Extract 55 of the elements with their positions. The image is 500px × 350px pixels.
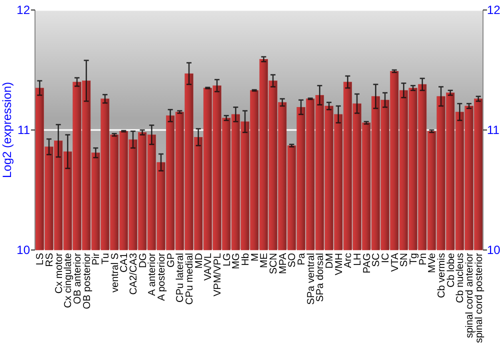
- y2-tick-label: 10: [487, 243, 500, 258]
- x-tick-label: CPu medial: [184, 253, 196, 305]
- x-tick-label: Cx cingulate: [63, 252, 74, 308]
- x-tick-label: LH: [352, 253, 364, 266]
- x-tick-label: ME: [259, 252, 270, 268]
- x-tick-label: OB posterior: [82, 252, 93, 310]
- x-tick-label: DG: [138, 252, 149, 268]
- x-tick-label: Cb vermis: [436, 253, 448, 298]
- x-tick-label: Tu: [100, 253, 112, 264]
- x-tick-label: SPa dorsal: [315, 253, 326, 302]
- x-tick-label: Tg: [408, 253, 420, 265]
- x-tick-label: LS: [35, 252, 46, 266]
- x-tick-label: MVe: [427, 252, 438, 274]
- x-tick-label: Cx motor: [54, 252, 65, 294]
- x-tick-label: GP: [166, 252, 177, 268]
- x-tick-label: ventral S: [110, 252, 121, 292]
- x-tick-label: VPM/VPL: [212, 252, 224, 296]
- x-tick-label: SCN: [268, 253, 280, 274]
- y2-tick-label: 12: [487, 3, 500, 18]
- x-tick-label: Cb lobe: [446, 252, 457, 288]
- x-tick-label: MD: [194, 253, 205, 269]
- x-tick-label: spinal cord posterior: [474, 252, 485, 344]
- x-tick-label: VA/VL: [203, 252, 214, 281]
- x-tick-label: Arc: [343, 253, 354, 268]
- y-tick-label: 11: [18, 123, 30, 138]
- x-tick-label: VMH: [334, 253, 345, 276]
- x-tick-label: SC: [371, 253, 382, 267]
- x-tick-label: IC: [380, 253, 392, 263]
- x-tick-label: Pir: [91, 252, 102, 266]
- x-tick-label: OB anterior: [72, 252, 84, 304]
- y-axis-title: Log2 (expression): [0, 82, 14, 178]
- x-tick-label: Pn: [418, 253, 429, 266]
- x-tick-label: PAG: [362, 252, 373, 274]
- y-tick-label: 12: [16, 3, 30, 18]
- x-tick-label: SN: [399, 253, 410, 267]
- x-tick-label: A anterior: [147, 252, 158, 296]
- x-tick-label: MG: [231, 252, 242, 270]
- x-tick-label: Pa: [296, 252, 308, 266]
- x-tick-label: CA2/CA3: [128, 252, 140, 295]
- x-tick-label: VTA: [390, 252, 401, 272]
- x-tick-label: Hb: [240, 252, 252, 266]
- x-tick-label: spinal cord anterior: [464, 252, 476, 338]
- x-tick-label: Cb nucleus: [455, 253, 466, 304]
- y-tick-label: 10: [16, 243, 30, 258]
- x-tick-label: SO: [287, 252, 298, 268]
- x-tick-label: MPA: [278, 252, 289, 274]
- x-tick-label: DM: [324, 253, 336, 269]
- x-tick-label: CPu lateral: [175, 253, 186, 302]
- x-tick-label: A posterior: [156, 252, 168, 301]
- x-tick-label: RS: [44, 252, 56, 267]
- x-tick-label: SPa ventral: [306, 253, 317, 305]
- x-tick-label: M: [250, 253, 261, 262]
- y2-tick-label: 11: [487, 123, 500, 138]
- x-tick-label: CA1: [119, 252, 130, 272]
- x-tick-label: LG: [222, 252, 233, 266]
